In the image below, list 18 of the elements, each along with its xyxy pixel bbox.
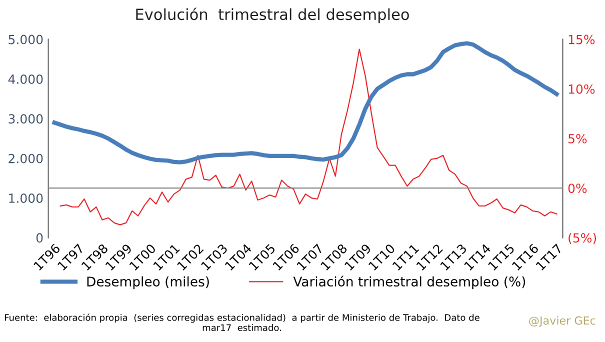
text: @Javier GEc	[529, 316, 596, 327]
legend-label: Desempleo (miles)	[87, 276, 209, 290]
y-tick-label: 3.000	[8, 114, 43, 124]
y2-tick-label: 15%	[568, 34, 595, 44]
y-tick-label: 2.000	[8, 154, 43, 164]
line-series	[52, 41, 559, 164]
y-tick-label: 4.000	[8, 74, 43, 84]
y2-tick-label: 0%	[568, 184, 587, 194]
y2-tick-label: 5%	[568, 134, 587, 144]
line-series	[60, 48, 558, 226]
y-tick-label: 0	[36, 233, 43, 243]
y2-tick-label: 10%	[568, 84, 595, 94]
source-note: Fuente: elaboración propia (series corregidas estacionalidad) a partir de Ministerio de Trabajo. Dato de mar17 estimado.	[4, 314, 480, 332]
y2-tick-label: (5%)	[568, 232, 596, 244]
chart-title: Evolución trimestral del desempleo	[136, 8, 409, 24]
y-tick-label: 5.000	[8, 34, 43, 44]
legend-label: Variación trimestral desempleo (%)	[293, 276, 526, 290]
y-tick-label: 1.000	[9, 193, 43, 203]
